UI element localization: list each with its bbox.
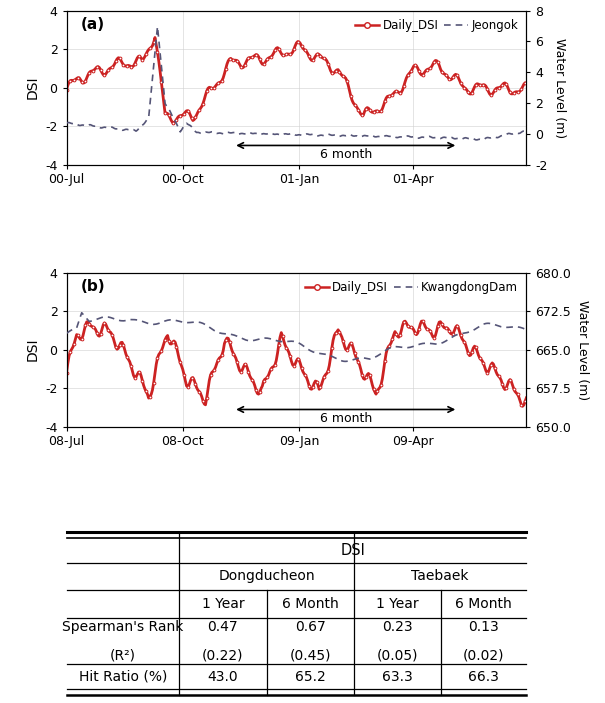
Text: (a): (a) [80,17,105,32]
Text: (0.22): (0.22) [202,648,244,662]
Legend: Daily_DSI, KwangdongDam: Daily_DSI, KwangdongDam [302,278,520,296]
Text: (b): (b) [80,279,105,294]
Text: 0.47: 0.47 [208,620,238,634]
Text: 65.2: 65.2 [295,669,325,683]
Text: 6 month: 6 month [319,413,372,425]
Text: 63.3: 63.3 [382,669,413,683]
Text: 66.3: 66.3 [468,669,499,683]
Text: Hit Ratio (%): Hit Ratio (%) [79,669,167,683]
Y-axis label: Water Level (m): Water Level (m) [577,299,589,400]
Text: 0.13: 0.13 [468,620,499,634]
Text: 6 Month: 6 Month [282,597,339,611]
Text: 0.67: 0.67 [295,620,325,634]
Text: 43.0: 43.0 [208,669,238,683]
Text: (0.02): (0.02) [463,648,505,662]
Text: Taebaek: Taebaek [411,569,469,583]
Text: 6 Month: 6 Month [456,597,512,611]
Text: Dongducheon: Dongducheon [218,569,315,583]
Text: 1 Year: 1 Year [376,597,419,611]
Legend: Daily_DSI, Jeongok: Daily_DSI, Jeongok [353,16,520,34]
Y-axis label: DSI: DSI [25,76,39,99]
Text: 6 month: 6 month [319,148,372,162]
Y-axis label: Water Level (m): Water Level (m) [553,37,566,138]
Text: (0.45): (0.45) [290,648,331,662]
Text: Spearman's Rank: Spearman's Rank [62,620,183,634]
Text: DSI: DSI [341,543,365,557]
Text: 1 Year: 1 Year [201,597,244,611]
Text: (R²): (R²) [110,648,136,662]
Y-axis label: DSI: DSI [25,338,39,361]
Text: (0.05): (0.05) [377,648,418,662]
Text: 0.23: 0.23 [382,620,413,634]
